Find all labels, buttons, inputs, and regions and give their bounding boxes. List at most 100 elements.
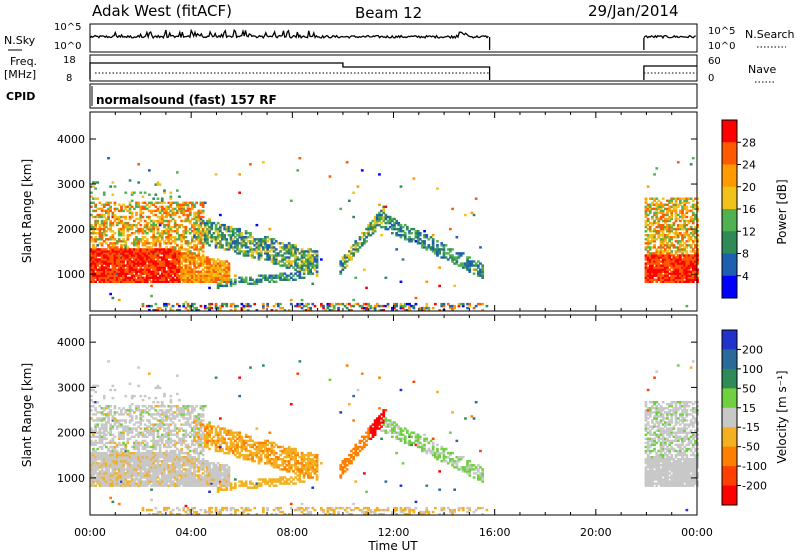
power-cell: [135, 230, 138, 233]
power-cell: [176, 171, 179, 174]
power-cell: [418, 232, 422, 235]
power-cell: [668, 227, 671, 231]
velocity-cell: [150, 405, 153, 408]
power-cell: [188, 270, 192, 273]
velocity-cell: [115, 421, 119, 424]
power-cell: [145, 280, 149, 283]
power-cell: [126, 260, 130, 263]
power-cell: [481, 266, 484, 269]
power-cell: [253, 302, 257, 306]
velocity-cell: [158, 413, 162, 416]
power-cell: [107, 201, 110, 204]
velocity-cell: [117, 462, 121, 465]
power-cell: [165, 258, 168, 261]
power-cell: [651, 274, 654, 277]
power-cell: [154, 205, 158, 208]
power-cell: [137, 250, 140, 253]
power-cell: [184, 219, 188, 223]
velocity-cell: [126, 472, 130, 475]
nsearch-tick-low: 10^0: [708, 41, 735, 52]
power-cell: [173, 219, 177, 223]
power-cell: [163, 242, 166, 245]
power-cell: [111, 242, 115, 245]
power-cell: [670, 236, 674, 239]
power-cell: [225, 248, 229, 251]
power-cell: [117, 248, 121, 251]
power-cell: [169, 195, 173, 198]
power-cell: [296, 274, 300, 277]
power-cell: [449, 254, 452, 257]
power-cell: [681, 238, 684, 241]
power-cell: [670, 260, 674, 263]
power-cell: [373, 304, 377, 308]
power-cell: [109, 225, 112, 229]
power-cell: [683, 213, 686, 217]
power-cell: [666, 260, 669, 263]
velocity-cell: [141, 441, 145, 445]
power-cell: [668, 217, 671, 221]
power-cell: [348, 302, 351, 306]
power-cell: [180, 266, 183, 269]
power-cell: [94, 280, 97, 283]
power-cell: [391, 227, 394, 231]
velocity-cell: [111, 451, 115, 455]
power-cell: [154, 252, 158, 255]
power-cell: [219, 260, 222, 263]
power-cell: [145, 242, 149, 245]
power-cell: [259, 280, 263, 283]
power-cell: [259, 278, 263, 281]
power-cell: [315, 258, 319, 261]
power-cell: [171, 272, 175, 275]
power-cell: [188, 252, 192, 255]
velocity-cell: [133, 460, 136, 463]
power-cell: [434, 302, 437, 306]
power-cell: [453, 306, 456, 310]
power-cell: [180, 272, 183, 275]
power-cell: [399, 302, 403, 306]
power-cell: [410, 240, 413, 243]
power-cell: [685, 234, 689, 237]
power-cell: [674, 262, 678, 265]
power-cell: [216, 286, 220, 290]
power-cell: [165, 246, 168, 249]
power-cell: [201, 219, 205, 223]
velocity-cell: [122, 441, 125, 445]
power-cell: [92, 181, 95, 184]
power-cell: [313, 258, 317, 261]
velocity-cell: [137, 472, 140, 475]
power-cell: [274, 240, 278, 243]
power-cell: [113, 274, 117, 277]
power-cell: [115, 217, 119, 221]
velocity-cell: [126, 429, 130, 432]
power-cell: [109, 246, 112, 249]
velocity-cell: [165, 458, 168, 461]
velocity-cell: [133, 462, 136, 465]
velocity-cell: [122, 478, 125, 481]
power-cell: [375, 221, 379, 225]
power-cell: [659, 240, 663, 243]
power-cell: [451, 248, 454, 251]
power-cell: [689, 256, 693, 259]
power-cell: [165, 238, 168, 241]
power-cell: [160, 197, 164, 200]
power-cell: [197, 278, 201, 281]
power-cell: [163, 264, 166, 267]
power-cell: [173, 225, 177, 229]
velocity-cell: [145, 445, 149, 449]
power-cell: [681, 252, 684, 255]
velocity-cell: [167, 484, 171, 487]
power-cell: [152, 213, 155, 217]
power-cell: [167, 264, 171, 267]
power-cell: [360, 236, 364, 239]
power-cell: [653, 244, 656, 247]
velocity-cell: [117, 456, 121, 459]
power-cell: [206, 256, 209, 259]
power-cell: [178, 238, 181, 241]
velocity-cell: [109, 429, 112, 432]
power-cell: [294, 278, 297, 281]
power-cell: [188, 227, 192, 231]
power-cell: [117, 298, 121, 302]
power-cell: [307, 309, 310, 312]
power-cell: [169, 209, 173, 213]
power-cell: [223, 302, 226, 306]
